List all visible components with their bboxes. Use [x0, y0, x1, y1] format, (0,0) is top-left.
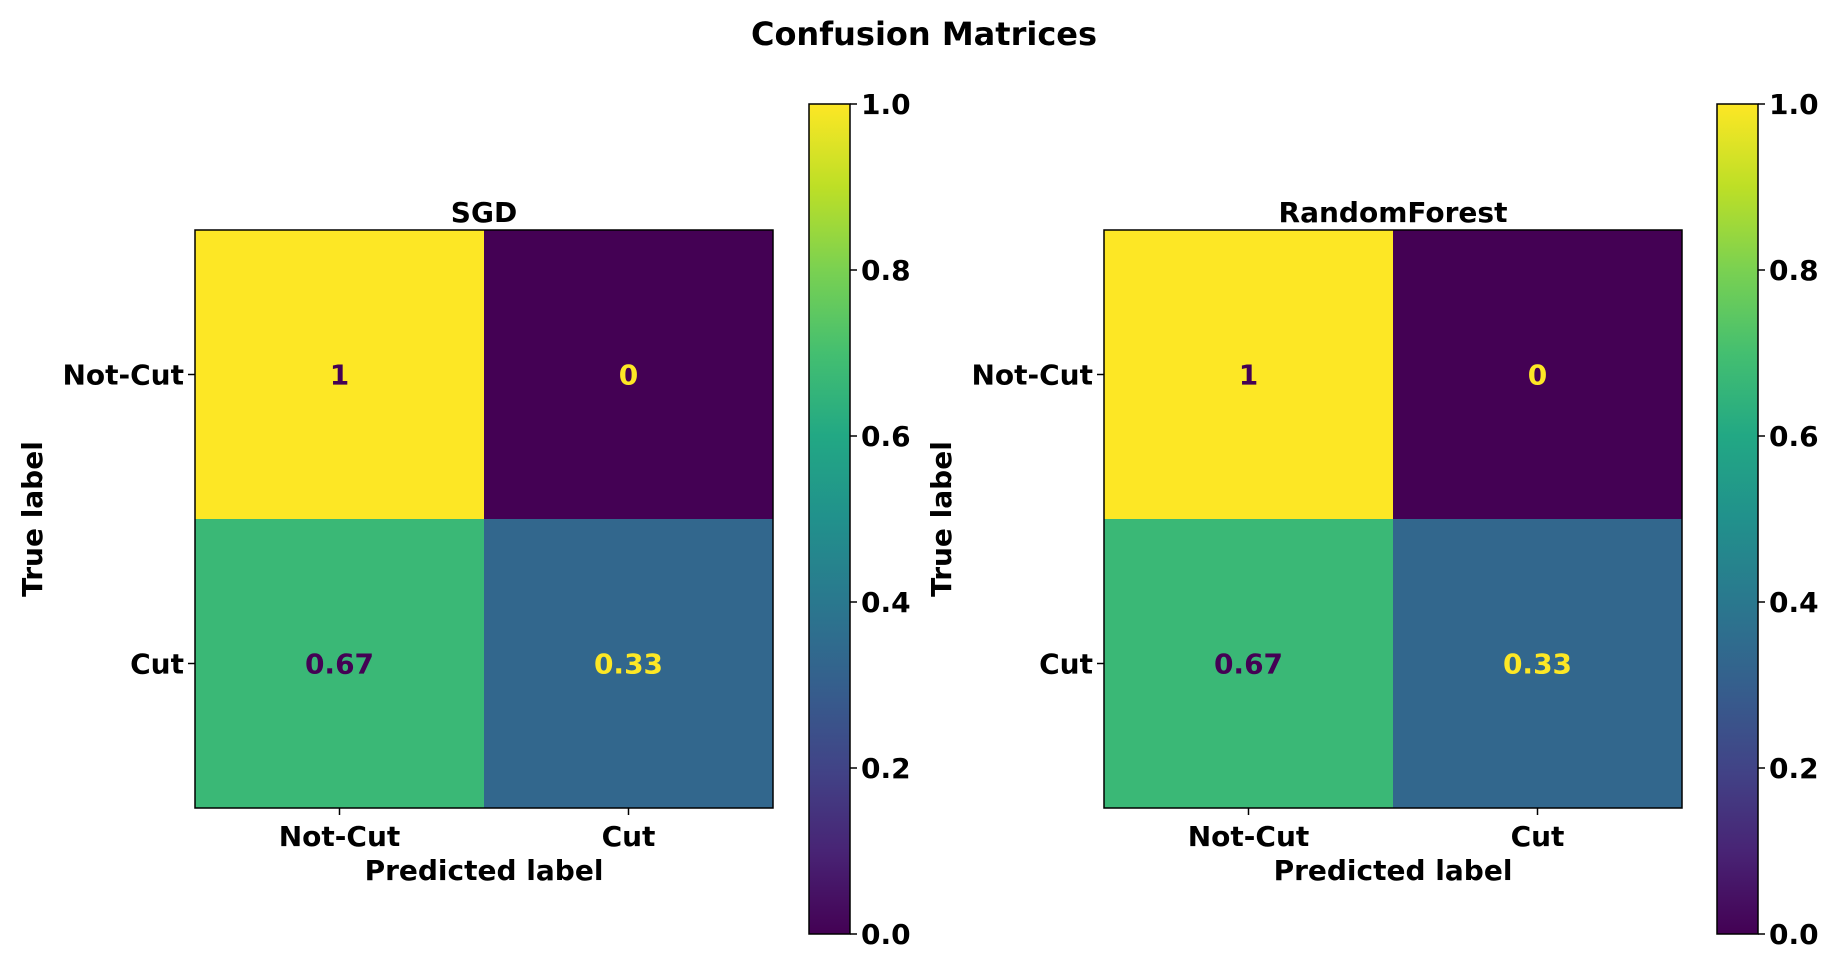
x-axis-label: Predicted label [1274, 854, 1513, 887]
colorbar [808, 103, 851, 935]
panel-title: SGD [451, 196, 517, 229]
colorbar-tick-label: 0.0 [1769, 918, 1819, 951]
colorbar [1716, 103, 1759, 935]
plot-frame [1103, 229, 1683, 809]
colorbar-tick-label: 0.4 [1769, 586, 1819, 619]
panel-title: RandomForest [1279, 196, 1508, 229]
figure-title: Confusion Matrices [751, 15, 1097, 53]
y-tick-label: Cut [1039, 648, 1093, 681]
cell-value-label: 0 [619, 359, 638, 392]
y-axis-label: True label [925, 441, 958, 597]
y-tick-label: Not-Cut [62, 359, 184, 392]
heatmap-cell [1393, 230, 1682, 519]
cell-value-label: 0.33 [1503, 648, 1572, 681]
cell-value-label: 1 [1239, 359, 1258, 392]
colorbar-tick-label: 0.4 [861, 586, 911, 619]
heatmap-cell [1104, 519, 1393, 808]
y-tick-label: Cut [130, 648, 184, 681]
heatmap-cell [195, 519, 484, 808]
cell-value-label: 1 [330, 359, 349, 392]
heatmap-cell [484, 519, 773, 808]
colorbar-tick-label: 1.0 [1769, 88, 1819, 121]
colorbar-tick-label: 0.0 [861, 918, 911, 951]
colorbar-tick-label: 0.6 [1769, 420, 1819, 453]
colorbar-tick-label: 0.8 [861, 254, 911, 287]
heatmap-cell [195, 230, 484, 519]
colorbar-tick-label: 0.2 [861, 752, 911, 785]
colorbar-tick-label: 1.0 [861, 88, 911, 121]
cell-value-label: 0 [1528, 359, 1547, 392]
x-tick-label: Cut [602, 820, 656, 853]
x-axis-label: Predicted label [365, 854, 604, 887]
cell-value-label: 0.67 [1214, 648, 1283, 681]
y-axis-label: True label [16, 441, 49, 597]
cell-value-label: 0.33 [594, 648, 663, 681]
x-tick-label: Not-Cut [279, 820, 401, 853]
x-tick-label: Not-Cut [1188, 820, 1310, 853]
colorbar-tick-label: 0.8 [1769, 254, 1819, 287]
x-tick-label: Cut [1511, 820, 1565, 853]
heatmap-cell [1104, 230, 1393, 519]
heatmap-cell [1393, 519, 1682, 808]
plot-frame [194, 229, 774, 809]
y-tick-label: Not-Cut [971, 359, 1093, 392]
cell-value-label: 0.67 [305, 648, 374, 681]
heatmap-cell [484, 230, 773, 519]
colorbar-tick-label: 0.6 [861, 420, 911, 453]
colorbar-tick-label: 0.2 [1769, 752, 1819, 785]
